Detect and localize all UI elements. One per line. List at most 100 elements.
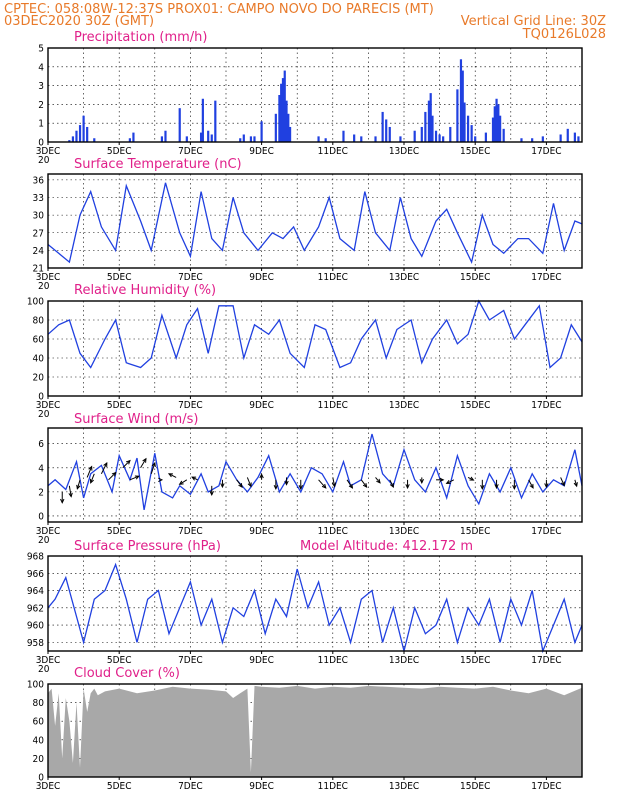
panel-frame: [47, 173, 583, 269]
wind-arrow: [60, 491, 65, 504]
x-tick-label: 3DEC: [36, 781, 61, 792]
precip-bar: [288, 126, 292, 142]
precip-bar: [242, 134, 245, 142]
wind-arrow: [331, 477, 337, 488]
y-tick-label: 0: [38, 392, 44, 403]
pressure-line: [47, 562, 583, 654]
precip-bar: [413, 130, 416, 142]
precip-bar: [577, 136, 580, 142]
x-year-label: 20: [38, 664, 50, 675]
cloud-cover-area: [48, 685, 582, 777]
precip-bar: [449, 126, 452, 142]
wind-arrow: [273, 479, 279, 490]
precip-bar: [484, 132, 487, 142]
panel-frame: [47, 427, 583, 523]
x-year-label: 20: [38, 281, 50, 292]
precip-bar: [429, 93, 432, 142]
x-tick-label: 15DEC: [460, 526, 490, 537]
y-tick-label: 968: [27, 552, 44, 563]
x-tick-label: 13DEC: [389, 655, 419, 666]
wind-arrow: [298, 479, 303, 490]
precip-bar: [360, 136, 363, 142]
x-tick-label: 9DEC: [249, 781, 274, 792]
x-tick-label: 11DEC: [318, 400, 348, 411]
precip-bar: [470, 125, 473, 142]
precip-bar: [541, 136, 544, 142]
precip-bar: [185, 136, 188, 142]
precip-bar: [461, 70, 464, 142]
y-tick-label: 30: [33, 211, 45, 222]
wind-arrow: [191, 476, 198, 481]
x-tick-label: 15DEC: [460, 400, 490, 411]
y-tick-label: 33: [33, 193, 44, 204]
precip-bar: [210, 134, 213, 142]
wind-arrow: [284, 477, 289, 486]
x-tick-label: 5DEC: [107, 400, 132, 411]
precip-bar: [353, 134, 356, 142]
y-tick-label: 5: [38, 44, 44, 55]
precip-bar: [502, 128, 505, 142]
x-tick-label: 7DEC: [178, 526, 203, 537]
wind-arrow: [512, 479, 517, 490]
x-tick-label: 15DEC: [460, 272, 490, 283]
x-tick-label: 13DEC: [389, 781, 419, 792]
wind-arrow: [494, 479, 499, 490]
precip-bar: [531, 138, 534, 142]
y-tick-label: 100: [27, 680, 44, 691]
precip-bar: [324, 138, 327, 142]
precip-bar: [249, 136, 253, 142]
y-tick-label: 20: [33, 373, 45, 384]
wind-arrow: [86, 465, 93, 478]
x-tick-label: 17DEC: [531, 655, 561, 666]
y-tick-label: 60: [33, 335, 45, 346]
precip-bar: [424, 111, 427, 142]
y-tick-label: 960: [27, 621, 44, 632]
wind-line: [47, 433, 583, 511]
panel-frame: [47, 300, 583, 397]
wind-arrow: [467, 476, 475, 481]
precip-bar: [214, 100, 217, 142]
header-location: CPTEC: 058:08W-12:37S PROX01: CAMPO NOVO…: [4, 2, 434, 17]
precip-bar: [381, 111, 384, 142]
x-year-label: 20: [38, 409, 50, 420]
x-tick-label: 17DEC: [531, 781, 561, 792]
y-tick-label: 40: [33, 735, 45, 746]
wind-arrow: [236, 479, 243, 488]
wind-arrow: [346, 479, 354, 489]
y-tick-label: 958: [27, 638, 44, 649]
wind-arrow: [445, 479, 455, 484]
x-year-label: 20: [38, 535, 50, 546]
wind-arrow: [544, 479, 549, 489]
precip-bar: [160, 136, 164, 142]
x-tick-label: 7DEC: [178, 272, 203, 283]
wind-arrow: [560, 477, 565, 487]
precip-bar: [499, 115, 502, 142]
y-tick-label: 20: [33, 754, 45, 765]
y-tick-label: 6: [38, 439, 44, 450]
temperature-panel: Surface Temperature (nC) 21 24 27 30 33 36 3DE…: [33, 157, 583, 292]
precip-bar: [178, 108, 181, 142]
precip-bar: [82, 115, 85, 142]
x-tick-label: 13DEC: [389, 526, 419, 537]
precip-bar: [463, 102, 466, 142]
x-tick-label: 5DEC: [107, 655, 132, 666]
precip-bar: [68, 140, 71, 142]
temp-line: [47, 182, 583, 265]
cloud-cover-panel: Cloud Cover (%) 0 20 40 60 80 100 3DEC 5DEC 7DEC…: [27, 666, 583, 792]
precip-bar: [201, 98, 204, 142]
wind-arrow: [68, 485, 73, 498]
x-tick-label: 7DEC: [178, 655, 203, 666]
y-tick-label: 966: [27, 569, 44, 580]
precip-bar: [491, 117, 495, 142]
precip-bar: [495, 98, 498, 142]
wind-arrow: [573, 479, 578, 488]
precip-bar: [431, 115, 434, 142]
wind-arrow: [375, 477, 381, 484]
panel-frame: [47, 47, 583, 143]
x-tick-label: 9DEC: [249, 655, 274, 666]
x-tick-label: 17DEC: [531, 526, 561, 537]
y-tick-label: 964: [27, 586, 44, 597]
wind-arrow: [259, 473, 264, 480]
cloud-cover-title: Cloud Cover (%): [74, 666, 180, 681]
wind-arrow: [360, 479, 368, 488]
